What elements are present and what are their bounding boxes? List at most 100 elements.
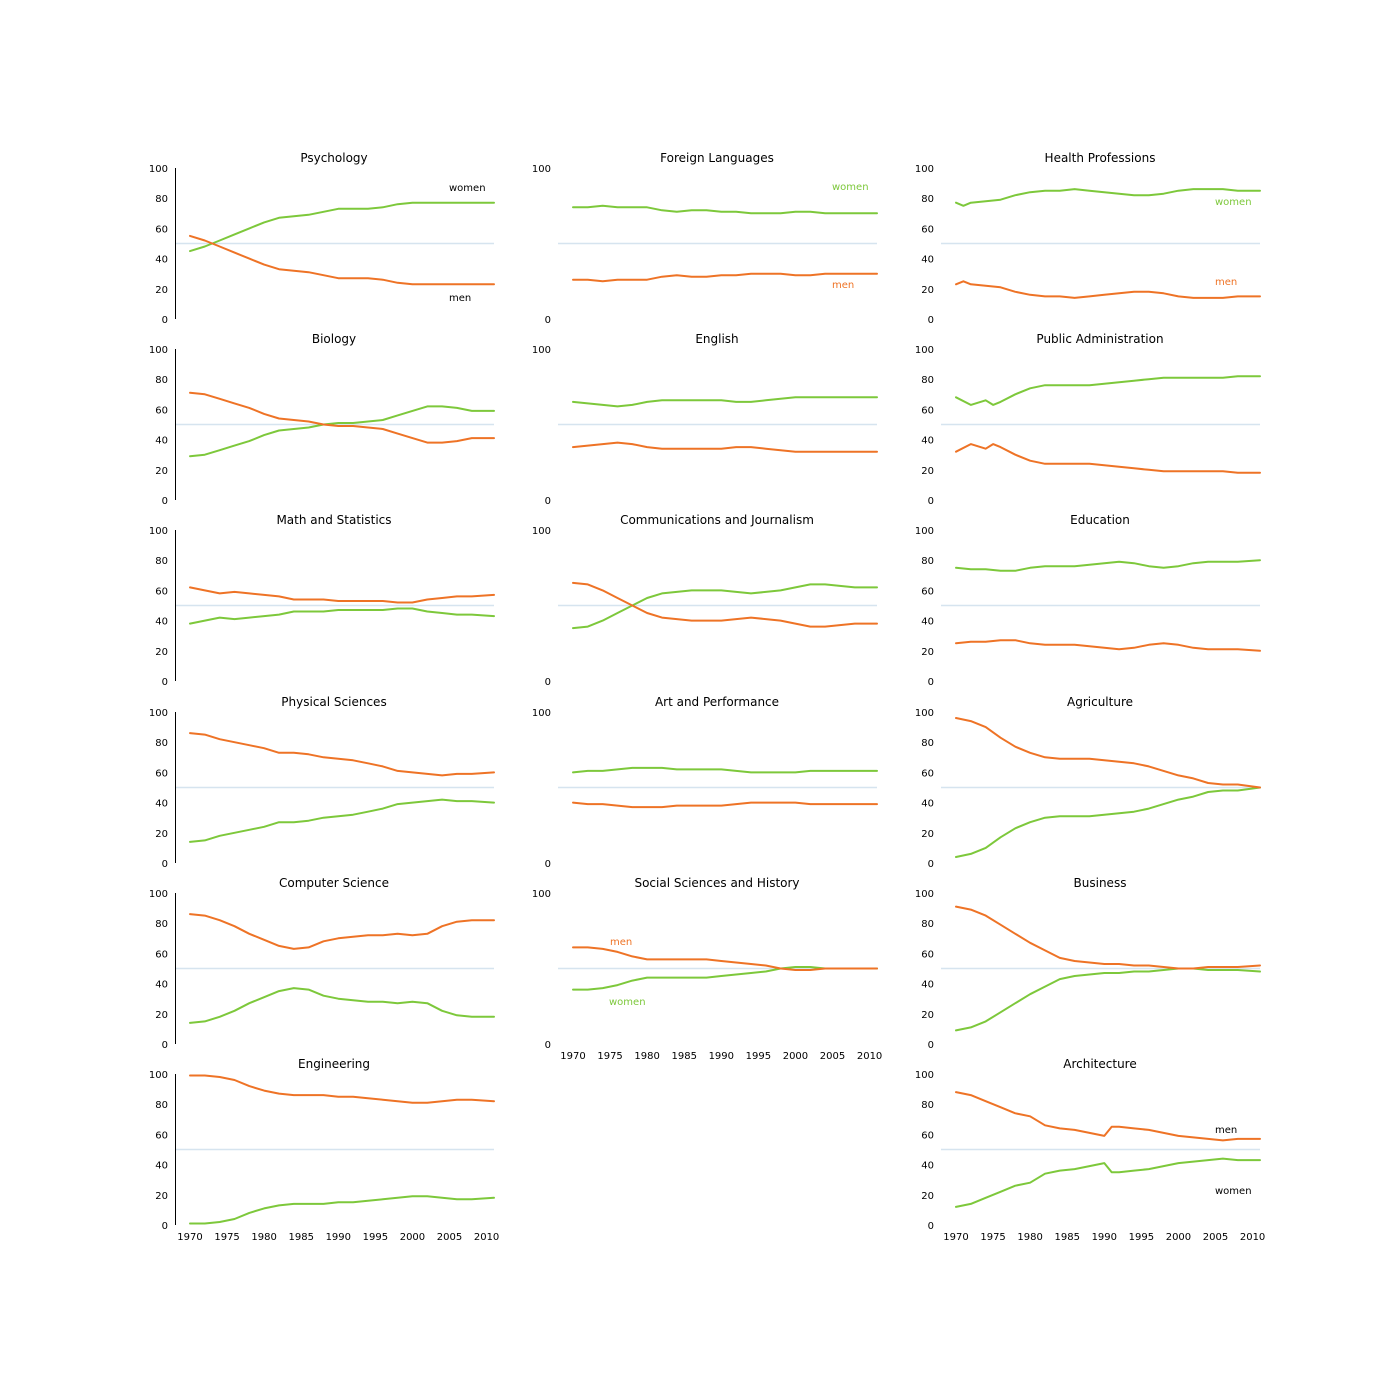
panel-architecture: 0 20 40 60 80 100 Architecture women men 1970 1975…: [915, 1057, 1265, 1243]
y-tick-label: 60: [155, 949, 168, 960]
panel-education: 0 20 40 60 80 100 Education: [915, 513, 1261, 688]
women-line: [572, 204, 878, 215]
x-tick-label: 1970: [177, 1232, 202, 1243]
y-tick-label: 60: [155, 1130, 168, 1141]
x-tick-label: 1995: [363, 1232, 388, 1243]
y-tick-label: 100: [149, 345, 168, 356]
y-tick-label: 100: [149, 708, 168, 719]
x-tick-label: 1970: [560, 1051, 585, 1062]
panel-art-and-performance: 0 100 Art and Performance: [532, 695, 878, 870]
men-line: [955, 280, 1261, 299]
x-tick-label: 2000: [1166, 1232, 1191, 1243]
x-tick-label: 1975: [214, 1232, 239, 1243]
y-tick-label: 80: [155, 919, 168, 930]
y-tick-label: 0: [928, 1221, 934, 1232]
women-line: [955, 559, 1261, 572]
women-line: [572, 583, 878, 630]
y-tick-label: 0: [545, 677, 551, 688]
y-tick-label: 0: [545, 496, 551, 507]
y-tick-label: 100: [532, 164, 551, 175]
y-tick-label: 60: [155, 224, 168, 235]
y-tick-label: 20: [155, 466, 168, 477]
y-tick-label: 20: [921, 1010, 934, 1021]
y-tick-label: 0: [928, 677, 934, 688]
women-label: women: [609, 997, 646, 1008]
women-line: [189, 201, 495, 253]
panel-title: Business: [1074, 876, 1127, 890]
y-tick-label: 60: [155, 405, 168, 416]
y-tick-label: 80: [921, 1100, 934, 1111]
panel-title: Communications and Journalism: [620, 513, 814, 527]
y-tick-label: 0: [928, 315, 934, 326]
x-tick-label: 1990: [709, 1051, 734, 1062]
men-line: [572, 272, 878, 283]
panel-social-sciences-and-history: 0 100 Social Sciences and History women men 1…: [532, 876, 882, 1062]
y-tick-label: 40: [921, 255, 934, 266]
y-tick-label: 100: [915, 889, 934, 900]
women-label: women: [832, 182, 869, 193]
panel-title: Agriculture: [1067, 695, 1133, 709]
x-tick-label: 1980: [251, 1232, 276, 1243]
y-tick-label: 80: [155, 375, 168, 386]
y-tick-label: 20: [921, 829, 934, 840]
x-tick-label: 1995: [1129, 1232, 1154, 1243]
panel-biology: 0 20 40 60 80 100 Biology: [149, 332, 495, 507]
men-label: men: [832, 280, 854, 291]
y-tick-label: 60: [921, 224, 934, 235]
y-tick-label: 20: [921, 466, 934, 477]
x-tick-label: 2010: [474, 1232, 499, 1243]
y-tick-label: 0: [928, 859, 934, 870]
y-tick-label: 0: [162, 859, 168, 870]
panel-title: Health Professions: [1045, 151, 1156, 165]
y-tick-label: 40: [921, 617, 934, 628]
y-tick-label: 40: [921, 436, 934, 447]
panel-communications-and-journalism: 0 100 Communications and Journalism: [532, 513, 878, 688]
y-tick-label: 80: [921, 375, 934, 386]
panel-title: Foreign Languages: [660, 151, 774, 165]
men-label: men: [610, 937, 632, 948]
x-tick-label: 2010: [857, 1051, 882, 1062]
y-tick-label: 40: [921, 1161, 934, 1172]
women-label: women: [1215, 197, 1252, 208]
y-tick-label: 100: [915, 345, 934, 356]
men-label: men: [1215, 277, 1237, 288]
y-tick-label: 100: [149, 526, 168, 537]
men-line: [189, 234, 495, 286]
x-tick-label: 1975: [980, 1232, 1005, 1243]
y-tick-label: 0: [162, 496, 168, 507]
men-line: [955, 1091, 1261, 1142]
x-tick-label: 1990: [1092, 1232, 1117, 1243]
y-tick-label: 60: [155, 586, 168, 597]
women-line: [189, 607, 495, 625]
y-tick-label: 40: [921, 980, 934, 991]
y-tick-label: 80: [155, 1100, 168, 1111]
y-tick-label: 60: [155, 768, 168, 779]
women-line: [189, 987, 495, 1024]
y-tick-label: 20: [921, 1191, 934, 1202]
x-tick-label: 1975: [597, 1051, 622, 1062]
panel-title: Social Sciences and History: [634, 876, 799, 890]
x-tick-label: 2010: [1240, 1232, 1265, 1243]
y-tick-label: 100: [915, 164, 934, 175]
x-tick-label: 1985: [671, 1051, 696, 1062]
panel-title: Physical Sciences: [281, 695, 386, 709]
panel-engineering: 0 20 40 60 80 100 Engineering 1970 1975 1980 1985 1…: [149, 1057, 499, 1243]
y-tick-label: 20: [155, 1191, 168, 1202]
women-label: women: [1215, 1186, 1252, 1197]
x-tick-label: 2005: [1203, 1232, 1228, 1243]
y-tick-label: 80: [155, 556, 168, 567]
panel-health-professions: 0 20 40 60 80 100 Health Professions women men: [915, 151, 1261, 326]
y-tick-label: 100: [149, 164, 168, 175]
x-tick-label: 1980: [1017, 1232, 1042, 1243]
y-tick-label: 40: [155, 255, 168, 266]
y-tick-label: 40: [155, 799, 168, 810]
panel-title: Biology: [312, 332, 356, 346]
y-tick-label: 100: [532, 708, 551, 719]
x-tick-label: 2005: [437, 1232, 462, 1243]
y-tick-label: 100: [915, 1070, 934, 1081]
men-line: [955, 443, 1261, 474]
y-tick-label: 0: [545, 859, 551, 870]
men-line: [572, 801, 878, 809]
y-tick-label: 0: [162, 677, 168, 688]
panel-title: Math and Statistics: [276, 513, 391, 527]
